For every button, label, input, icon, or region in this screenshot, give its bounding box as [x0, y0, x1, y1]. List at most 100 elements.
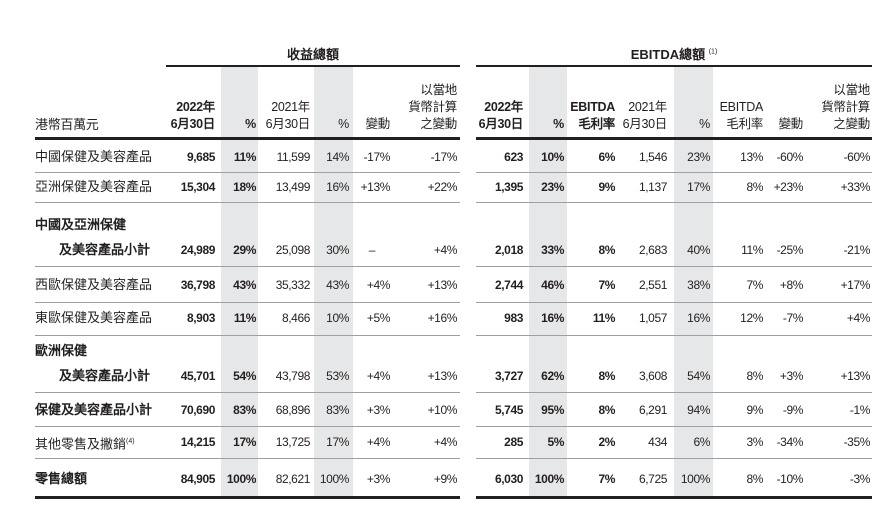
ebitda-cell: +3% — [779, 369, 804, 383]
ebitda-cell: +8% — [779, 278, 804, 292]
ebitda-cell: -35% — [843, 435, 871, 449]
ebitda-cell: 1,137 — [638, 180, 667, 194]
revenue-group-title: 收益總額 — [286, 47, 339, 62]
revenue-cell: 8,903 — [186, 311, 215, 325]
ebitda-header: % — [699, 117, 710, 131]
revenue-header: % — [338, 117, 349, 131]
revenue-cell: 43% — [326, 278, 349, 292]
ebitda-group-title: EBITDA總額 (1) — [630, 47, 718, 62]
ebitda-cell: 46% — [541, 278, 564, 292]
revenue-cell: 17% — [233, 435, 256, 449]
ebitda-header: EBITDA 毛利率 — [719, 100, 764, 131]
ebitda-cell: 7% — [598, 472, 615, 486]
revenue-cell: 53% — [326, 369, 349, 383]
ebitda-cell: 8% — [746, 472, 763, 486]
header-rule-left — [35, 137, 460, 140]
ebitda-cell: 12% — [740, 311, 763, 325]
revenue-header: 2021年 6月30日 — [265, 100, 311, 131]
revenue-header: 變動 — [365, 117, 391, 131]
revenue-cell: 13,725 — [275, 435, 311, 449]
row-label: 零售總額 — [35, 471, 88, 486]
ebitda-cell: 94% — [687, 403, 710, 417]
bottom-rule-right — [476, 496, 872, 499]
ebitda-cell: 1,395 — [494, 180, 523, 194]
ebitda-cell: +17% — [840, 278, 871, 292]
row-divider-right — [476, 302, 872, 303]
row-divider-right — [476, 202, 872, 203]
row-label: 中國及亞洲保健 — [35, 217, 127, 232]
header-rule-right — [476, 137, 872, 140]
ebitda-cell: 2,744 — [494, 278, 523, 292]
revenue-cell: 70,690 — [180, 403, 216, 417]
ebitda-cell: 16% — [687, 311, 710, 325]
revenue-cell: +9% — [433, 472, 458, 486]
row-divider-right — [476, 458, 872, 459]
revenue-cell: 14% — [326, 150, 349, 164]
row-divider-left — [35, 392, 460, 393]
revenue-cell: 15,304 — [180, 180, 216, 194]
row-divider-right — [476, 172, 872, 173]
bottom-rule-left — [35, 496, 460, 499]
revenue-cell: +3% — [366, 472, 391, 486]
row-label: 其他零售及撇銷(4) — [35, 434, 135, 452]
revenue-cell: +13% — [360, 180, 391, 194]
revenue-cell: +4% — [366, 278, 391, 292]
ebitda-cell: 95% — [541, 403, 564, 417]
revenue-cell: 9,685 — [186, 150, 215, 164]
ebitda-cell: 62% — [541, 369, 564, 383]
revenue-cell: -17% — [430, 150, 458, 164]
row-label: 保健及美容產品小計 — [35, 402, 153, 417]
row-label: 東歐保健及美容產品 — [35, 310, 153, 325]
ebitda-cell: 23% — [687, 150, 710, 164]
row-divider-right — [476, 392, 872, 393]
revenue-cell: +4% — [433, 243, 458, 257]
unit-label: 港幣百萬元 — [35, 117, 99, 132]
footnote-marker: (4) — [126, 438, 135, 445]
ebitda-cell: 434 — [648, 435, 667, 449]
ebitda-cell: 33% — [541, 243, 564, 257]
ebitda-cell: 3,608 — [638, 369, 667, 383]
ebitda-cell: -21% — [843, 243, 871, 257]
row-label: 西歐保健及美容產品 — [35, 277, 153, 292]
ebitda-cell: 100% — [680, 472, 710, 486]
row-label: 中國保健及美容產品 — [35, 149, 153, 164]
ebitda-cell: +4% — [846, 311, 871, 325]
revenue-header: 以當地 貨幣計算 之變動 — [408, 83, 457, 131]
ebitda-cell: -34% — [776, 435, 804, 449]
revenue-cell: +4% — [433, 435, 458, 449]
revenue-cell: +13% — [427, 369, 458, 383]
revenue-cell: 35,332 — [275, 278, 311, 292]
ebitda-cell: 6,291 — [638, 403, 667, 417]
revenue-cell: +16% — [427, 311, 458, 325]
revenue-cell: 36,798 — [180, 278, 216, 292]
ebitda-cell: 285 — [504, 435, 523, 449]
ebitda-cell: 6% — [598, 150, 615, 164]
revenue-cell: 11% — [233, 311, 257, 325]
revenue-cell: 13,499 — [275, 180, 311, 194]
revenue-cell: -17% — [363, 150, 391, 164]
revenue-cell: 14,215 — [180, 435, 216, 449]
row-divider-left — [35, 426, 460, 427]
revenue-cell: +22% — [427, 180, 458, 194]
ebitda-group-rule — [476, 65, 872, 67]
revenue-cell: 45,701 — [180, 369, 216, 383]
revenue-cell: 11% — [233, 150, 257, 164]
ebitda-cell: -10% — [776, 472, 804, 486]
ebitda-cell: 8% — [598, 403, 615, 417]
ebitda-cell: -60% — [843, 150, 871, 164]
revenue-cell: +4% — [366, 369, 391, 383]
ebitda-cell: 13% — [740, 150, 763, 164]
row-divider-left — [35, 202, 460, 203]
revenue-cell: 83% — [233, 403, 256, 417]
revenue-cell: 43,798 — [275, 369, 311, 383]
revenue-cell: 17% — [326, 435, 349, 449]
ebitda-cell: 11% — [592, 311, 616, 325]
row-divider-left — [35, 335, 460, 336]
ebitda-cell: 3% — [746, 435, 763, 449]
row-divider-left — [35, 458, 460, 459]
row-divider-left — [35, 302, 460, 303]
ebitda-cell: +33% — [840, 180, 871, 194]
ebitda-cell: 17% — [687, 180, 710, 194]
ebitda-cell: 9% — [598, 180, 615, 194]
ebitda-cell: -60% — [776, 150, 804, 164]
